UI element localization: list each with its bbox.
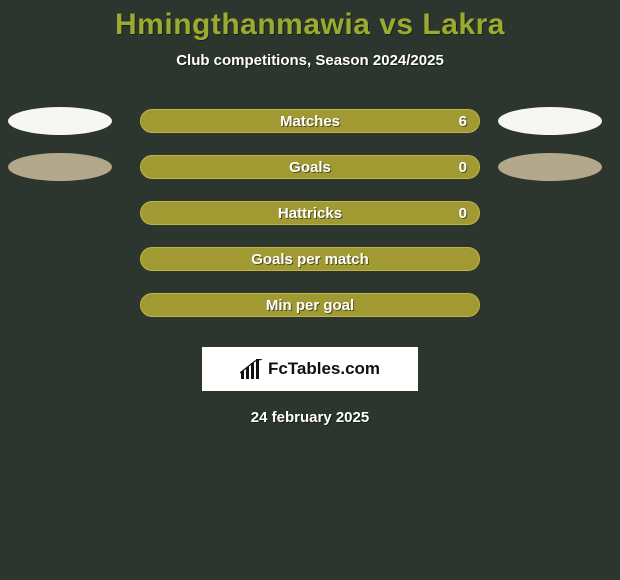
left-ellipse: [8, 153, 112, 181]
stat-value: 0: [459, 159, 467, 176]
stat-bar: Hattricks 0: [140, 201, 480, 225]
logo-box: FcTables.com: [202, 347, 418, 391]
comparison-title: Hmingthanmawia vs Lakra: [0, 8, 620, 42]
stat-label: Matches: [280, 113, 340, 130]
stat-label: Hattricks: [278, 205, 342, 222]
stat-row: Min per goal: [0, 293, 620, 317]
stat-label: Min per goal: [266, 297, 354, 314]
stat-label: Goals: [289, 159, 331, 176]
stat-bar: Goals 0: [140, 155, 480, 179]
logo-text: FcTables.com: [268, 359, 380, 379]
stats-rows: Matches 6 Goals 0 Hattricks 0 Goals per …: [0, 109, 620, 317]
logo: FcTables.com: [240, 359, 380, 379]
stat-value: 6: [459, 113, 467, 130]
stat-row: Hattricks 0: [0, 201, 620, 225]
right-ellipse: [498, 153, 602, 181]
chart-icon: [240, 359, 264, 379]
right-ellipse: [498, 107, 602, 135]
stat-row: Goals per match: [0, 247, 620, 271]
comparison-subtitle: Club competitions, Season 2024/2025: [0, 52, 620, 69]
snapshot-date: 24 february 2025: [0, 409, 620, 426]
stat-value: 0: [459, 205, 467, 222]
stat-bar: Goals per match: [140, 247, 480, 271]
stat-row: Goals 0: [0, 155, 620, 179]
left-ellipse: [8, 107, 112, 135]
stat-label: Goals per match: [251, 251, 369, 268]
stat-bar: Min per goal: [140, 293, 480, 317]
stat-bar: Matches 6: [140, 109, 480, 133]
stat-row: Matches 6: [0, 109, 620, 133]
